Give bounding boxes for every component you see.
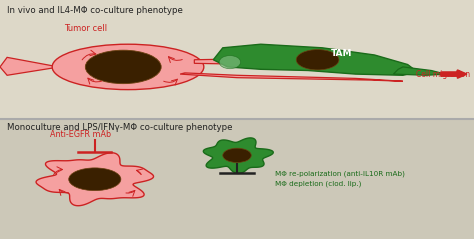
Polygon shape	[0, 57, 52, 75]
Text: MΦ re-polarization (anti-IL10R mAb): MΦ re-polarization (anti-IL10R mAb)	[275, 171, 405, 177]
Text: Tumor cell: Tumor cell	[64, 24, 107, 33]
Ellipse shape	[223, 148, 251, 163]
Ellipse shape	[85, 50, 161, 84]
Ellipse shape	[219, 56, 240, 69]
Text: Cell migration: Cell migration	[416, 70, 470, 79]
Polygon shape	[203, 138, 273, 174]
Text: Monoculture and LPS/IFNγ-MΦ co-culture phenotype: Monoculture and LPS/IFNγ-MΦ co-culture p…	[7, 123, 233, 132]
Polygon shape	[194, 59, 294, 65]
Ellipse shape	[52, 44, 204, 90]
Text: TAM: TAM	[330, 49, 352, 58]
FancyArrow shape	[441, 70, 467, 78]
FancyBboxPatch shape	[0, 0, 474, 120]
Polygon shape	[180, 73, 403, 81]
Polygon shape	[36, 153, 154, 206]
Ellipse shape	[296, 49, 339, 70]
Text: In vivo and IL4-MΦ co-culture phenotype: In vivo and IL4-MΦ co-culture phenotype	[7, 6, 183, 15]
Polygon shape	[213, 44, 417, 75]
Polygon shape	[393, 67, 446, 75]
FancyBboxPatch shape	[0, 120, 474, 239]
Text: Anti-EGFR mAb: Anti-EGFR mAb	[50, 130, 111, 139]
Text: MΦ depletion (clod. lip.): MΦ depletion (clod. lip.)	[275, 180, 361, 187]
Ellipse shape	[69, 168, 121, 191]
